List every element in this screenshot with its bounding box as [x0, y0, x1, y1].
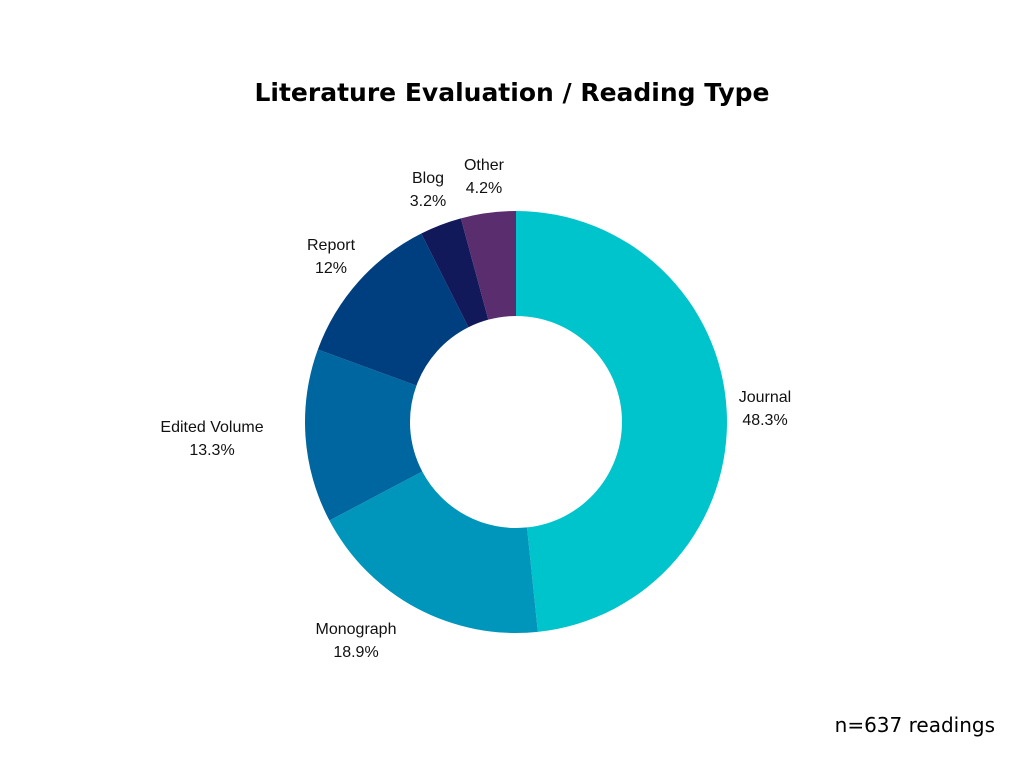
donut-slice	[317, 233, 469, 386]
slice-value-label: 13.3%	[189, 442, 234, 459]
slice-value-label: 4.2%	[466, 180, 502, 197]
slice-label: Edited Volume	[160, 419, 263, 436]
slice-value-label: 12%	[315, 260, 347, 277]
slice-label: Blog	[412, 170, 444, 187]
slice-label: Other	[464, 157, 505, 174]
slice-label: Journal	[739, 389, 791, 406]
note: n=637 readings	[835, 713, 995, 737]
donut-slice	[421, 218, 489, 328]
slice-value-label: 48.3%	[742, 412, 787, 429]
donut-slice	[329, 471, 538, 633]
chart-title: Literature Evaluation / Reading Type	[254, 78, 769, 107]
donut-slice	[460, 211, 516, 320]
donut-slice	[516, 211, 728, 632]
slice-label: Report	[307, 237, 356, 254]
donut-slice	[304, 349, 423, 521]
slice-value-label: 18.9%	[333, 644, 378, 661]
slice-label: Monograph	[316, 621, 397, 638]
slice-value-label: 3.2%	[410, 193, 446, 210]
